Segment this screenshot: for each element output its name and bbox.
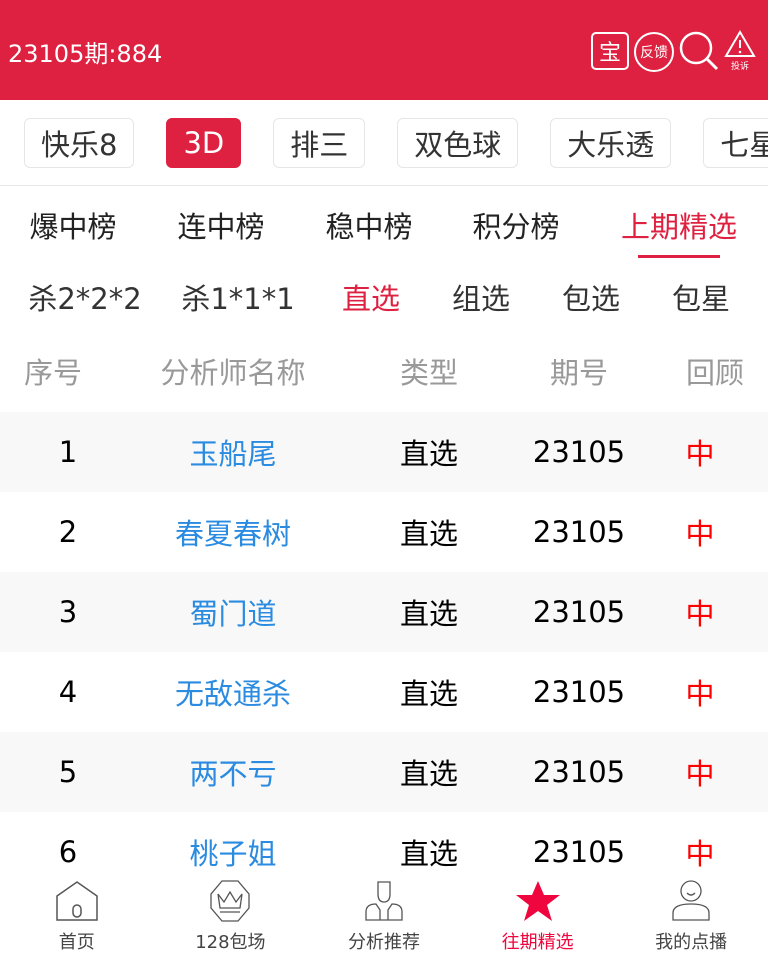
table-body: 1 玉船尾 直选 23105 中 2 春夏春树 直选 23105 中 3 蜀门道 直选 23105 中 4 无敌… (0, 412, 768, 892)
table-row[interactable]: 5 两不亏 直选 23105 中 (0, 732, 768, 812)
analyst-name-link[interactable]: 玉船尾 (189, 437, 277, 471)
nav-label: 128包场 (195, 932, 266, 953)
nav-128[interactable]: 128包场 (154, 870, 308, 969)
lottery-tab-kl8[interactable]: 快乐8 (24, 117, 135, 168)
active-tab-underline (638, 255, 720, 258)
col-review: 回顾 (685, 356, 745, 390)
col-analyst: 分析师名称 (160, 356, 306, 390)
tab-zuxuan[interactable]: 组选 (451, 282, 511, 316)
lottery-tab-dlt[interactable]: 大乐透 (550, 117, 672, 168)
row-index: 5 (58, 755, 78, 789)
row-index: 2 (58, 515, 78, 549)
bao-icon[interactable]: 宝 (591, 32, 629, 70)
row-type: 直选 (399, 437, 459, 471)
lottery-tab-p3[interactable]: 排三 (273, 117, 366, 168)
tab-jifen[interactable]: 积分榜 (472, 210, 560, 244)
row-index: 3 (58, 595, 78, 629)
lottery-tab-qxc[interactable]: 七星 (703, 117, 768, 168)
complain-label: 投诉 (730, 62, 749, 72)
row-issue: 23105 (532, 515, 626, 549)
analyst-icon (365, 881, 403, 921)
analyst-name-link[interactable]: 桃子姐 (189, 837, 277, 871)
feedback-icon[interactable]: 反馈 (634, 32, 674, 72)
nav-label: 我的点播 (655, 932, 728, 953)
type-tabs: 杀2*2*2 杀1*1*1 直选 组选 包选 包星 (0, 260, 768, 330)
row-issue: 23105 (532, 595, 626, 629)
row-index: 6 (58, 835, 78, 869)
tab-sha111[interactable]: 杀1*1*1 (181, 282, 295, 316)
nav-past-picks[interactable]: 往期精选 (461, 870, 615, 969)
analyst-name-link[interactable]: 蜀门道 (189, 597, 277, 631)
row-result: 中 (685, 837, 715, 871)
feedback-label: 反馈 (640, 45, 668, 61)
table-row[interactable]: 3 蜀门道 直选 23105 中 (0, 572, 768, 652)
tab-sha222[interactable]: 杀2*2*2 (28, 282, 142, 316)
star-icon (515, 881, 560, 921)
row-index: 1 (58, 435, 78, 469)
complain-button[interactable]: 投诉 (724, 30, 756, 72)
bao-label: 宝 (598, 41, 621, 66)
nav-my[interactable]: 我的点播 (614, 870, 768, 969)
col-issue: 期号 (549, 356, 609, 390)
row-issue: 23105 (532, 675, 626, 709)
nav-label: 往期精选 (501, 932, 574, 953)
bottom-nav: 首页 128包场 分析推荐 往期精选 我的点播 (0, 870, 768, 969)
table-row[interactable]: 4 无敌通杀 直选 23105 中 (0, 652, 768, 732)
issue-title: 23105期:884 (8, 40, 163, 68)
tab-baozhong[interactable]: 爆中榜 (29, 210, 117, 244)
tab-baoxing[interactable]: 包星 (671, 282, 731, 316)
lottery-tab-3d[interactable]: 3D (166, 117, 242, 168)
rank-tabs: 爆中榜 连中榜 稳中榜 积分榜 上期精选 (0, 186, 768, 260)
row-result: 中 (685, 677, 715, 711)
row-issue: 23105 (532, 835, 626, 869)
nav-label: 分析推荐 (347, 932, 420, 953)
row-issue: 23105 (532, 435, 626, 469)
row-issue: 23105 (532, 755, 626, 789)
row-type: 直选 (399, 597, 459, 631)
row-result: 中 (685, 597, 715, 631)
tab-zhixuan[interactable]: 直选 (341, 282, 401, 316)
row-type: 直选 (399, 837, 459, 871)
home-icon (56, 881, 98, 921)
tab-baoxuan[interactable]: 包选 (561, 282, 621, 316)
search-icon[interactable] (678, 30, 720, 72)
row-type: 直选 (399, 677, 459, 711)
table-row[interactable]: 6 桃子姐 直选 23105 中 (0, 812, 768, 892)
warning-icon (724, 30, 756, 57)
analyst-name-link[interactable]: 两不亏 (189, 757, 277, 791)
table-header: 序号 分析师名称 类型 期号 回顾 (0, 330, 768, 412)
row-result: 中 (685, 757, 715, 791)
row-type: 直选 (399, 517, 459, 551)
row-index: 4 (58, 675, 78, 709)
analyst-name-link[interactable]: 无敌通杀 (174, 677, 292, 711)
user-icon (672, 880, 710, 921)
lottery-tabs: 快乐8 3D 排三 双色球 大乐透 七星 (0, 100, 768, 186)
nav-label: 首页 (58, 932, 95, 953)
row-result: 中 (685, 437, 715, 471)
col-type: 类型 (399, 356, 459, 390)
nav-analysis[interactable]: 分析推荐 (307, 870, 461, 969)
col-index: 序号 (23, 356, 83, 390)
lottery-tab-ssq[interactable]: 双色球 (397, 117, 519, 168)
table-row[interactable]: 2 春夏春树 直选 23105 中 (0, 492, 768, 572)
tab-lianzhong[interactable]: 连中榜 (177, 210, 265, 244)
nav-home[interactable]: 首页 (0, 870, 154, 969)
header: 23105期:884 宝 反馈 投诉 (0, 0, 768, 100)
tab-wenzhong[interactable]: 稳中榜 (325, 210, 413, 244)
crown-icon (210, 880, 251, 922)
row-result: 中 (685, 517, 715, 551)
analyst-name-link[interactable]: 春夏春树 (174, 517, 292, 551)
row-type: 直选 (399, 757, 459, 791)
tab-shangqi[interactable]: 上期精选 (620, 210, 738, 244)
table-row[interactable]: 1 玉船尾 直选 23105 中 (0, 412, 768, 492)
